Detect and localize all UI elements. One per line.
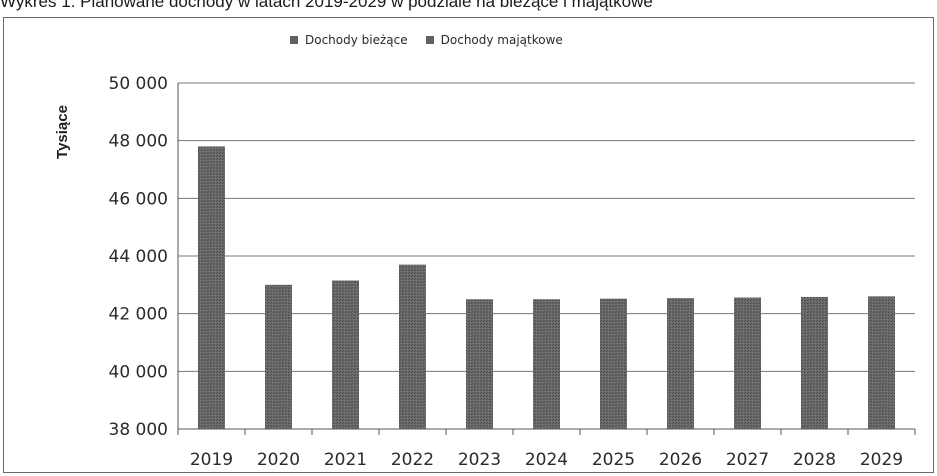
legend-label-capital-revenue: Dochody majątkowe <box>440 33 563 47</box>
x-tick-label: 2021 <box>324 450 367 470</box>
bar-2026 <box>667 298 694 429</box>
x-tick-label: 2026 <box>659 450 702 470</box>
bar-2020 <box>265 284 292 429</box>
axes <box>177 83 915 430</box>
x-tick-label: 2023 <box>458 450 501 470</box>
y-tick-label: 46 000 <box>109 189 168 209</box>
y-tick-label: 42 000 <box>109 305 168 325</box>
y-tick-label: 50 000 <box>109 74 168 94</box>
x-tick-label: 2019 <box>190 450 233 470</box>
square-swatch-icon <box>425 36 434 44</box>
y-tick-labels: 38 000 40 000 42 000 44 000 46 000 48 000 50 0… <box>109 74 168 440</box>
bar-2023 <box>466 299 493 429</box>
x-tick-label: 2029 <box>860 450 903 470</box>
bar-2029 <box>868 296 895 429</box>
x-tick-label: 2027 <box>726 450 769 470</box>
legend-item-capital-revenue: Dochody majątkowe <box>425 33 563 47</box>
x-tick-label: 2022 <box>391 450 434 470</box>
legend-item-current-revenue: Dochody bieżące <box>290 33 408 47</box>
x-tick-labels: 2019 2020 2021 2022 2023 2024 2025 2026 2027 2028… <box>177 429 916 470</box>
bars <box>198 146 895 429</box>
bar-2021 <box>332 280 359 429</box>
x-tick-label: 2028 <box>793 450 836 470</box>
x-tick-label: 2020 <box>257 450 300 470</box>
bar-2022 <box>399 264 426 429</box>
legend-label-current-revenue: Dochody bieżące <box>305 33 408 47</box>
square-swatch-icon <box>290 36 298 44</box>
x-tick-label: 2025 <box>592 450 635 470</box>
bar-2027 <box>734 297 761 429</box>
y-tick-label: 48 000 <box>109 132 168 152</box>
bar-2025 <box>600 298 627 429</box>
y-tick-label: 38 000 <box>109 420 168 440</box>
x-tick-label: 2024 <box>525 450 568 470</box>
y-axis-label: Tysiące <box>54 105 71 159</box>
y-tick-label: 40 000 <box>109 362 168 382</box>
bar-2024 <box>533 299 560 429</box>
bar-2019 <box>198 146 225 429</box>
y-tick-label: 44 000 <box>109 247 168 267</box>
figure-caption: Wykres 1. Planowane dochody w latach 201… <box>0 0 653 11</box>
chart-legend: Dochody bieżące Dochody majątkowe <box>290 33 563 47</box>
bar-2028 <box>801 296 828 429</box>
